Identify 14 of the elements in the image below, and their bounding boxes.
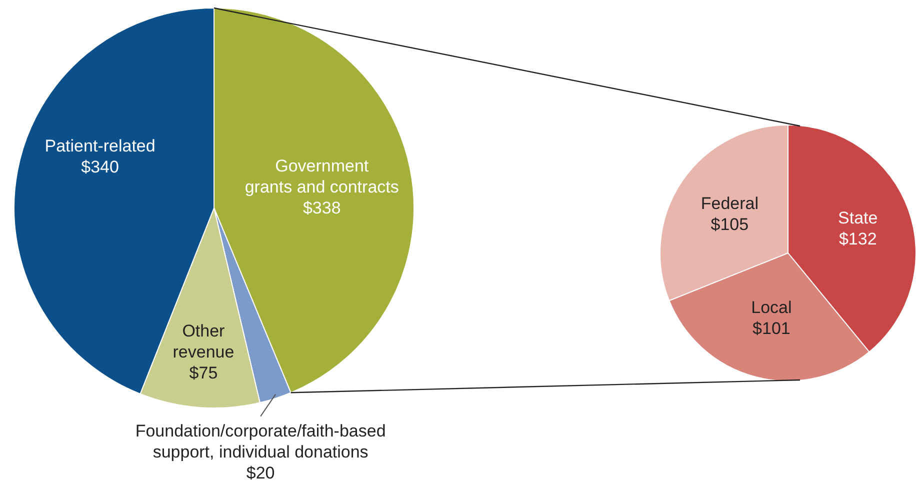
data-label: $101 (752, 318, 790, 338)
slice-label: Other revenue (172, 322, 234, 362)
slice-label: Local (751, 298, 792, 317)
data-label: $340 (81, 158, 119, 177)
slice-label: State (838, 208, 878, 228)
slice-label: Foundation/corporate/faith-based support, individual donations (135, 421, 386, 462)
data-label: $75 (189, 364, 218, 383)
slice-label: Federal (700, 194, 759, 214)
data-label: $132 (838, 229, 877, 248)
data-label: $20 (246, 463, 275, 482)
data-label: $338 (302, 198, 341, 218)
data-label: $105 (710, 215, 749, 234)
slice-label: Government grants and contracts (244, 156, 399, 196)
slice-label: Patient-related (44, 136, 156, 156)
